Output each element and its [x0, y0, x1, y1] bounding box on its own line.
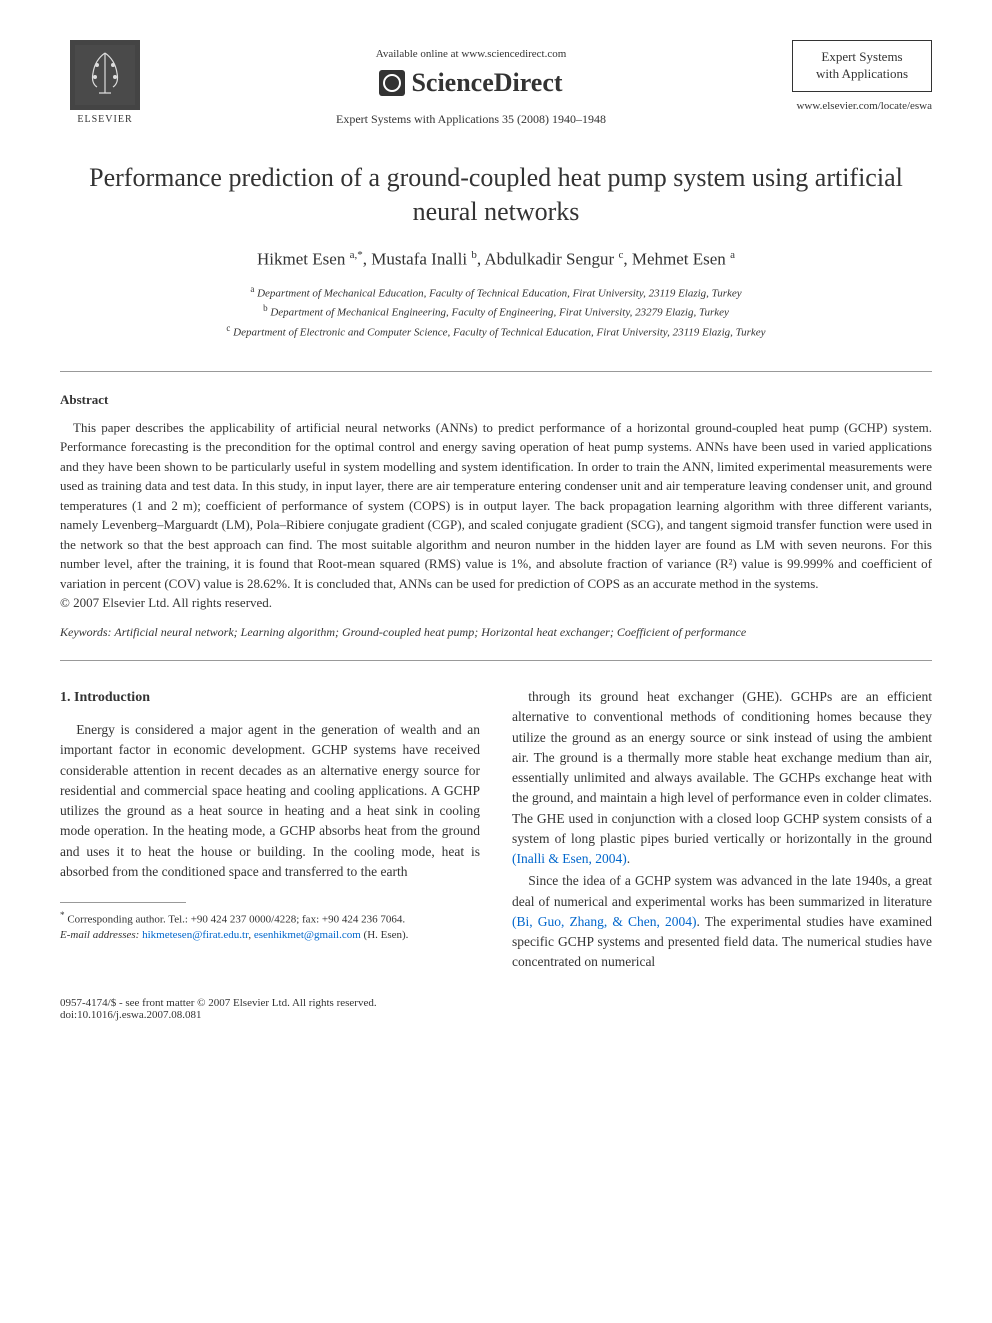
email-link-2[interactable]: esenhikmet@gmail.com	[254, 929, 361, 941]
affiliation-a-text: Department of Mechanical Education, Facu…	[257, 288, 742, 300]
article-title: Performance prediction of a ground-coupl…	[60, 161, 932, 229]
citation-link-1[interactable]: (Inalli & Esen, 2004)	[512, 851, 627, 866]
affiliation-c-text: Department of Electronic and Computer Sc…	[233, 326, 765, 338]
elsevier-logo: ELSEVIER	[60, 40, 150, 125]
right-column: through its ground heat exchanger (GHE).…	[512, 687, 932, 975]
email-link-1[interactable]: hikmetesen@firat.edu.tr	[142, 929, 248, 941]
footnotes: * Corresponding author. Tel.: +90 424 23…	[60, 909, 480, 943]
corresponding-text: Corresponding author. Tel.: +90 424 237 …	[67, 914, 405, 926]
col2-p1-end: .	[627, 851, 630, 866]
authors-list: Hikmet Esen a,*, Mustafa Inalli b, Abdul…	[60, 249, 932, 270]
citation-link-2[interactable]: (Bi, Guo, Zhang, & Chen, 2004)	[512, 914, 696, 929]
journal-box-line1: Expert Systems	[805, 49, 919, 66]
intro-paragraph-1-cont: through its ground heat exchanger (GHE).…	[512, 687, 932, 869]
page-header: ELSEVIER Available online at www.science…	[60, 40, 932, 127]
sciencedirect-icon	[379, 70, 405, 96]
footer-line2: doi:10.1016/j.eswa.2007.08.081	[60, 1009, 932, 1021]
sciencedirect-brand: ScienceDirect	[150, 68, 792, 98]
col2-p1-text: through its ground heat exchanger (GHE).…	[512, 689, 932, 846]
elsevier-label: ELSEVIER	[77, 114, 132, 125]
keywords-text: Artificial neural network; Learning algo…	[114, 625, 746, 639]
center-header: Available online at www.sciencedirect.co…	[150, 40, 792, 127]
keywords-label: Keywords:	[60, 625, 112, 639]
journal-box: Expert Systems with Applications	[792, 40, 932, 92]
footnote-divider	[60, 902, 186, 903]
email-tail: (H. Esen).	[364, 929, 409, 941]
email-addresses-note: E-mail addresses: hikmetesen@firat.edu.t…	[60, 928, 480, 943]
journal-box-wrapper: Expert Systems with Applications www.els…	[792, 40, 932, 112]
elsevier-tree-icon	[70, 40, 140, 110]
available-online-text: Available online at www.sciencedirect.co…	[150, 48, 792, 60]
journal-url: www.elsevier.com/locate/eswa	[792, 100, 932, 112]
abstract-heading: Abstract	[60, 392, 932, 408]
journal-reference: Expert Systems with Applications 35 (200…	[150, 112, 792, 127]
copyright-line: © 2007 Elsevier Ltd. All rights reserved…	[60, 595, 932, 611]
col2-p2-text: Since the idea of a GCHP system was adva…	[512, 873, 932, 908]
intro-paragraph-2: Since the idea of a GCHP system was adva…	[512, 871, 932, 972]
divider-bottom	[60, 660, 932, 661]
journal-box-line2: with Applications	[805, 66, 919, 83]
section-1-heading: 1. Introduction	[60, 687, 480, 708]
intro-paragraph-1: Energy is considered a major agent in th…	[60, 720, 480, 882]
affiliations: a Department of Mechanical Education, Fa…	[60, 283, 932, 340]
footer-line1: 0957-4174/$ - see front matter © 2007 El…	[60, 997, 932, 1009]
keywords-line: Keywords: Artificial neural network; Lea…	[60, 625, 932, 640]
body-columns: 1. Introduction Energy is considered a m…	[60, 687, 932, 975]
divider-top	[60, 371, 932, 372]
affiliation-b: b Department of Mechanical Engineering, …	[60, 302, 932, 321]
page-footer: 0957-4174/$ - see front matter © 2007 El…	[60, 997, 932, 1021]
email-label: E-mail addresses:	[60, 929, 139, 941]
affiliation-b-text: Department of Mechanical Engineering, Fa…	[270, 307, 729, 319]
affiliation-c: c Department of Electronic and Computer …	[60, 322, 932, 341]
sciencedirect-text: ScienceDirect	[411, 68, 562, 98]
abstract-text: This paper describes the applicability o…	[60, 418, 932, 594]
affiliation-a: a Department of Mechanical Education, Fa…	[60, 283, 932, 302]
left-column: 1. Introduction Energy is considered a m…	[60, 687, 480, 975]
corresponding-author-note: * Corresponding author. Tel.: +90 424 23…	[60, 909, 480, 928]
